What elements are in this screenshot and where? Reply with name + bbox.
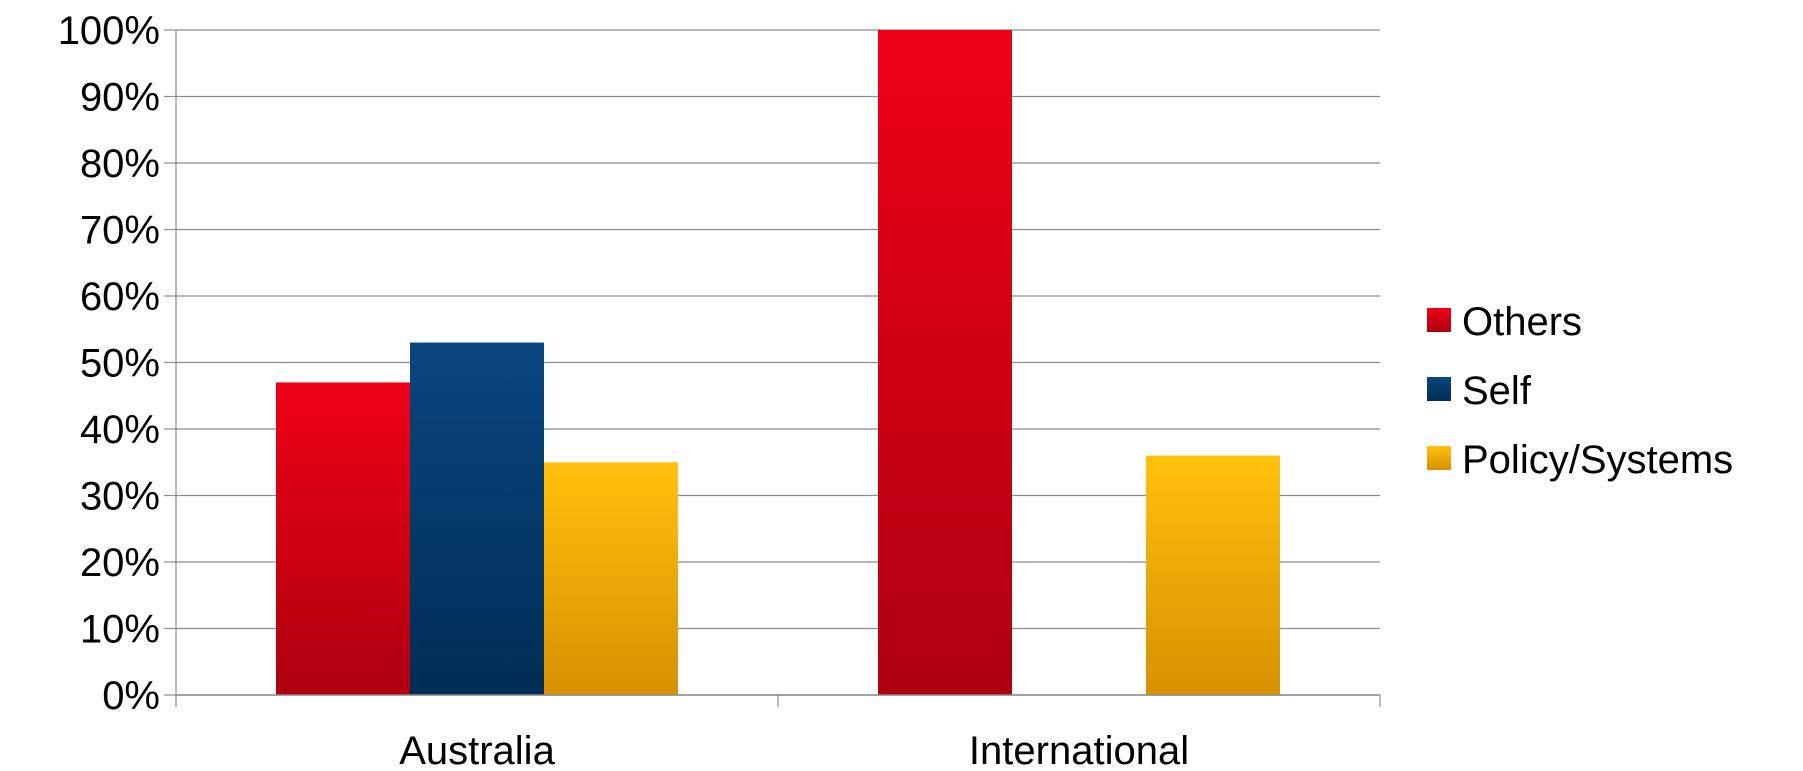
bar-self-australia [410, 342, 544, 695]
legend-swatch [1427, 446, 1451, 470]
y-tick-label: 10% [80, 608, 160, 652]
y-tick-label: 40% [80, 408, 160, 452]
bar-policy-systems-international [1146, 455, 1280, 695]
x-axis [175, 694, 1381, 707]
y-tick-label: 20% [80, 541, 160, 585]
y-tick-label: 50% [80, 342, 160, 386]
legend-swatch [1427, 308, 1451, 332]
legend-swatch [1427, 377, 1451, 401]
x-axis-ticks: Australia International [399, 729, 1189, 771]
y-tick-label: 60% [80, 275, 160, 319]
legend: Others Self Policy/Systems [1427, 300, 1733, 482]
y-tick-label: 90% [80, 76, 160, 120]
bars [276, 30, 1280, 695]
bar-others-international [878, 30, 1012, 695]
x-tick-label: Australia [399, 729, 555, 771]
y-tick-label: 0% [102, 674, 160, 718]
legend-label: Others [1462, 300, 1582, 344]
y-axis-ticks: 0% 10% 20% 30% 40% 50% 60% 70% 80% 90% 100% [58, 9, 160, 718]
x-tick-label: International [969, 729, 1189, 771]
y-tick-label: 100% [58, 9, 160, 53]
legend-label: Self [1462, 369, 1532, 413]
y-tick-label: 30% [80, 475, 160, 519]
y-tick-label: 70% [80, 209, 160, 253]
y-tick-label: 80% [80, 142, 160, 186]
bar-others-australia [276, 382, 410, 695]
bar-policy-systems-australia [544, 462, 678, 695]
legend-label: Policy/Systems [1462, 438, 1733, 482]
